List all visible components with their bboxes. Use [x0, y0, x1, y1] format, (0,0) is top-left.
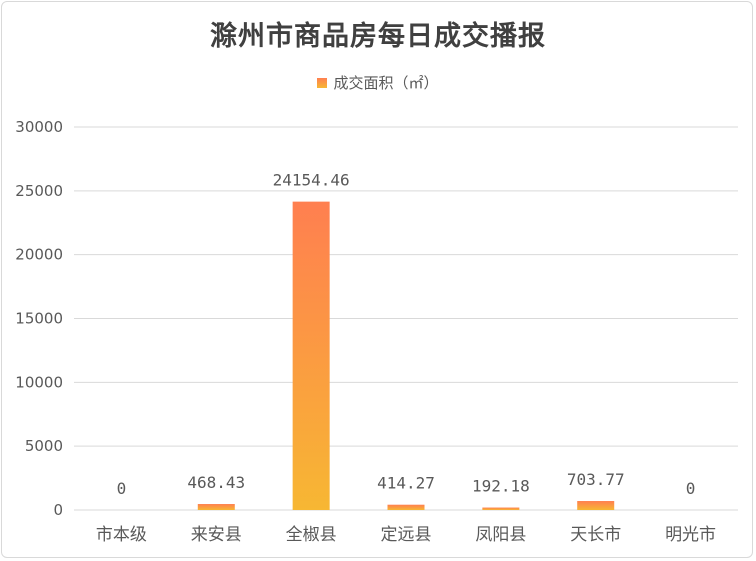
x-tick-label: 天长市	[570, 525, 621, 545]
y-tick-label: 10000	[15, 373, 63, 391]
chart-legend: 成交面积（㎡）	[0, 72, 756, 93]
data-label: 192.18	[472, 477, 530, 496]
data-label: 703.77	[567, 470, 625, 489]
y-tick-label: 25000	[15, 182, 63, 200]
gridlines	[74, 126, 738, 511]
y-tick-label: 15000	[15, 310, 63, 328]
bars	[197, 201, 615, 511]
x-tick-label: 来安县	[191, 525, 242, 545]
chart-title: 滁州市商品房每日成交播报	[210, 21, 546, 52]
data-label: 0	[686, 479, 696, 498]
y-tick-label: 30000	[15, 118, 63, 136]
y-tick-label: 20000	[15, 246, 63, 264]
x-tick-label: 凤阳县	[475, 525, 526, 545]
x-tick-label: 市本级	[96, 525, 147, 545]
bar-3	[387, 504, 425, 510]
x-tick-label: 明光市	[665, 525, 716, 545]
bar-5	[577, 501, 615, 510]
x-axis-ticks: 市本级 来安县 全椒县 定远县 凤阳县 天长市 明光市	[96, 525, 716, 545]
data-labels: 0 468.43 24154.46 414.27 192.18 703.77 0	[117, 171, 696, 498]
data-label: 468.43	[187, 473, 245, 492]
bar-2	[292, 201, 330, 511]
x-tick-label: 定远县	[381, 525, 432, 545]
bar-4	[482, 507, 520, 510]
y-tick-label: 5000	[25, 437, 63, 455]
data-label: 24154.46	[273, 171, 350, 190]
y-axis-ticks: 0 5000 10000 15000 20000 25000 30000	[15, 118, 63, 519]
y-tick-label: 0	[53, 501, 63, 519]
data-label: 414.27	[377, 474, 435, 493]
bar-1	[197, 504, 235, 510]
x-tick-label: 全椒县	[286, 525, 337, 545]
data-label: 0	[117, 479, 127, 498]
legend-swatch	[317, 77, 328, 88]
legend-label: 成交面积（㎡）	[333, 74, 439, 92]
